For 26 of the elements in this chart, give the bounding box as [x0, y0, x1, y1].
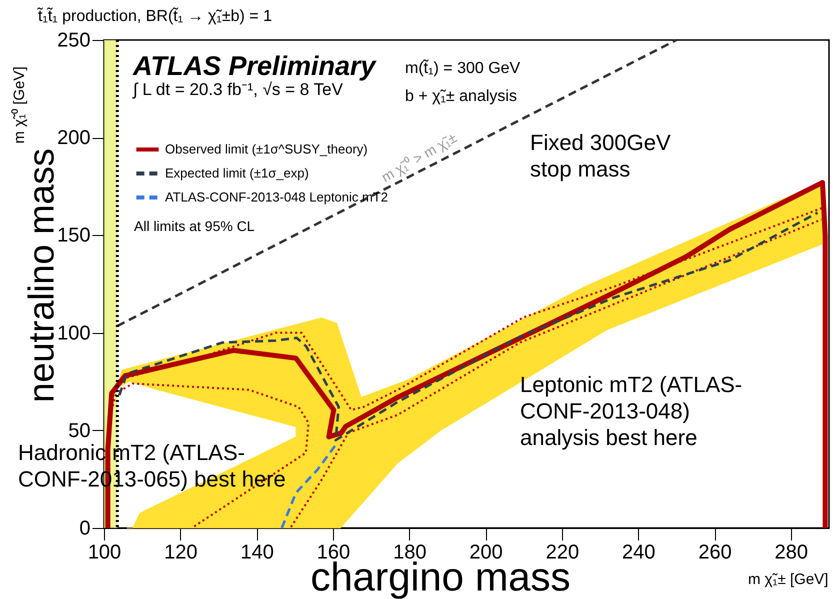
- y-tick-label: 200: [57, 127, 90, 150]
- chart-title: t̃₁t̃₁ production, BR(t̃₁ → χ̃₁±b) = 1: [36, 6, 272, 25]
- text: m χ̃₁⁰ [GeV]: [11, 66, 28, 144]
- annotation: m(t̃₁) = 300 GeV: [405, 58, 521, 77]
- annotation: Fixed 300GeV stop mass: [530, 130, 671, 182]
- x-tick-label: 200: [469, 542, 503, 564]
- annotation: ATLAS Preliminary: [132, 51, 378, 81]
- x-tick-label: 100: [88, 542, 122, 564]
- y-tick-label: 0: [79, 518, 90, 540]
- x-tick-label: 260: [698, 542, 732, 564]
- annotation: b + χ̃₁± analysis: [405, 88, 517, 105]
- legend-label: Expected limit (±1σ_exp): [165, 166, 309, 180]
- legend-label: Observed limit (±1σ^SUSY_theory): [165, 142, 368, 156]
- x-tick-label: 140: [240, 542, 274, 564]
- annotation: All limits at 95% CL: [134, 218, 255, 234]
- y-tick-label: 50: [68, 420, 90, 442]
- annotation: ∫ L dt = 20.3 fb⁻¹, √s = 8 TeV: [132, 80, 344, 99]
- x-tick-label: 220: [546, 542, 580, 564]
- x-tick-label: 280: [774, 542, 808, 564]
- annotation: m χ̃₁⁰ > m χ̃₁±: [378, 129, 460, 186]
- x-tick-label: 240: [622, 542, 656, 564]
- annotation: Leptonic mT2 (ATLAS- CONF-2013-048) analysis best here: [520, 372, 742, 450]
- y-tick-label: 150: [57, 224, 90, 247]
- y-tick-label: 250: [57, 30, 90, 52]
- text: m χ̃₁± [GeV]: [748, 571, 828, 588]
- x-tick-label: 120: [164, 542, 198, 564]
